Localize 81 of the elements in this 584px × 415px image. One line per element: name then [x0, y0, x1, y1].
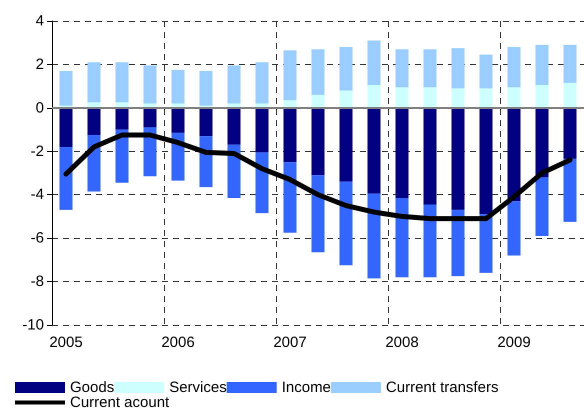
bar	[312, 108, 324, 176]
y-tick-label: 4	[36, 12, 44, 30]
bar	[536, 177, 548, 236]
bar	[172, 108, 184, 133]
bar	[424, 87, 436, 108]
bar	[368, 194, 380, 278]
legend-label: Services	[169, 379, 227, 396]
bar	[172, 70, 184, 104]
bar	[564, 158, 576, 222]
bar	[564, 108, 576, 159]
bar	[424, 49, 436, 88]
bar	[256, 108, 268, 152]
bar	[536, 108, 548, 178]
bar	[88, 62, 100, 102]
bar	[340, 47, 352, 90]
bar	[536, 85, 548, 108]
x-tick-label: 2005	[49, 334, 83, 351]
bar	[396, 87, 408, 108]
bar	[508, 108, 520, 202]
bar	[340, 182, 352, 266]
bar	[508, 47, 520, 88]
bar	[508, 87, 520, 108]
x-tick-label: 2009	[497, 334, 531, 351]
bar	[116, 62, 128, 102]
bar	[312, 175, 324, 252]
bar	[60, 70, 72, 106]
bar	[368, 85, 380, 108]
bar	[60, 108, 72, 147]
bar	[368, 40, 380, 86]
y-tick-label: 2	[36, 56, 44, 73]
bar	[228, 66, 240, 104]
bar	[480, 88, 492, 108]
bar	[368, 108, 380, 194]
bar	[452, 210, 464, 276]
bar	[452, 88, 464, 108]
y-tick-label: -10	[22, 316, 44, 334]
bar	[116, 130, 128, 183]
y-tick-label: -4	[30, 186, 44, 204]
legend-label: Goods	[70, 379, 114, 396]
bar	[284, 162, 296, 233]
bar	[536, 44, 548, 86]
y-tick-label: 0	[36, 99, 44, 116]
bar	[284, 108, 296, 162]
bar	[564, 44, 576, 83]
y-tick-label: -8	[30, 273, 44, 290]
bar	[116, 108, 128, 130]
bar	[480, 108, 492, 214]
bar	[256, 62, 268, 104]
bar	[200, 108, 212, 136]
x-tick-label: 2008	[385, 334, 419, 351]
bar	[480, 54, 492, 88]
x-tick-label: 2006	[161, 334, 195, 351]
bar	[396, 49, 408, 88]
y-tick-label: -6	[30, 230, 44, 247]
y-tick-label: -2	[30, 142, 44, 160]
x-tick-label: 2007	[273, 334, 307, 351]
legend-label: Current acount	[70, 394, 170, 411]
bar	[256, 152, 268, 214]
bar	[396, 198, 408, 278]
bar	[144, 108, 156, 128]
bar	[340, 108, 352, 182]
bar	[452, 48, 464, 88]
legend-label: Income	[282, 379, 331, 396]
bar	[228, 108, 240, 145]
bar	[60, 146, 72, 210]
bar	[508, 201, 520, 256]
bar	[452, 108, 464, 210]
bar	[424, 204, 436, 278]
bar	[312, 94, 324, 108]
bar	[396, 108, 408, 198]
legend-label: Current transfers	[386, 379, 498, 396]
bar	[564, 82, 576, 108]
bar	[284, 50, 296, 100]
bar	[88, 108, 100, 135]
bar	[228, 144, 240, 198]
bar	[144, 66, 156, 104]
bar	[312, 49, 324, 95]
bar	[200, 70, 212, 106]
bar	[480, 214, 492, 273]
bar	[340, 90, 352, 108]
bar	[424, 108, 436, 204]
